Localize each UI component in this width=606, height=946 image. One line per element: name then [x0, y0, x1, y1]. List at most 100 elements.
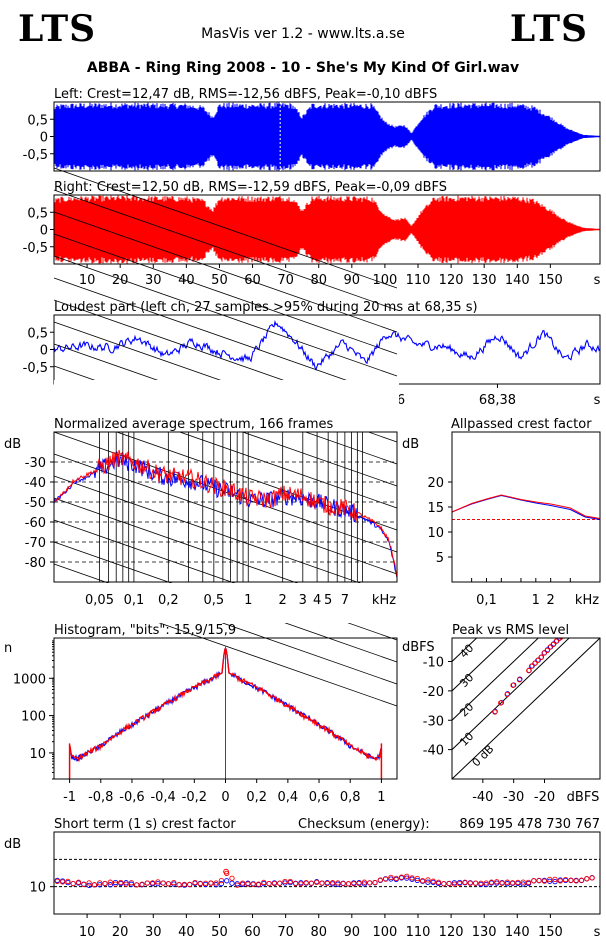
spectrum-ytick-label: -50 [25, 496, 46, 511]
short-term-crest-point-left [552, 878, 558, 885]
short-term-crest-point-right [213, 880, 219, 886]
short-term-crest-point-left [504, 881, 510, 887]
short-term-crest-xtick-label: 70 [277, 925, 294, 940]
peak-vs-rms-xunit: dBFS [567, 790, 600, 805]
short-term-crest-point-right [97, 880, 103, 886]
short-term-crest-point-right [446, 880, 452, 887]
loudest-part-signal [53, 319, 601, 371]
loudest-part-ytick-label: -0,5 [23, 361, 48, 376]
short-term-crest-point-right [250, 881, 256, 887]
peak-vs-rms-crest-line [452, 638, 478, 662]
peak-vs-rms-crest-line [452, 638, 509, 692]
loudest-part-title: Loudest part (left ch, 27 samples >95% d… [54, 300, 478, 315]
short-term-crest-xtick-label: 150 [538, 925, 563, 940]
short-term-crest-point-right [91, 882, 98, 888]
short-term-crest-point-right [65, 878, 71, 885]
histogram-xtick-label: 0,2 [246, 790, 267, 805]
short-term-crest-point-right [239, 880, 246, 886]
short-term-crest-point-left [282, 880, 288, 886]
histogram-xtick-label: -1 [63, 790, 76, 805]
spectrum-slope-line [53, 233, 398, 355]
peak-vs-rms-crest-label: 20 [457, 700, 476, 719]
short-term-crest-title: Short term (1 s) crest factor [54, 817, 236, 832]
peak-vs-rms-xtick-label: -30 [503, 790, 524, 805]
spectrum-xtick-label: 0,2 [158, 593, 179, 608]
app-title: MasVis ver 1.2 - www.lts.a.se [201, 26, 405, 42]
histogram-ytick-label: 100 [21, 710, 46, 725]
short-term-crest-xtick-label: 60 [244, 925, 261, 940]
allpassed-crest-ylabel: dB [402, 437, 419, 452]
spectrum-slope-line [53, 453, 398, 575]
short-term-crest-point-right [81, 881, 87, 888]
peak-vs-rms-crest-label: 10 [457, 730, 476, 749]
histogram-xtick-label: -0,8 [88, 790, 113, 805]
short-term-crest-point-right [118, 879, 124, 886]
short-term-crest-point-left [404, 875, 410, 881]
waveform-right-xtick-label: 20 [112, 273, 129, 288]
short-term-crest-point-right [277, 880, 283, 886]
histogram-title: Histogram, "bits": 15,9/15,9 [54, 623, 236, 638]
peak-vs-rms-crest-line [452, 638, 570, 750]
peak-vs-rms-ytick-label: -20 [423, 685, 444, 700]
short-term-crest-point-right [478, 880, 484, 886]
spectrum-title-overlay: Normalized average spectrum, 166 frames [54, 417, 333, 432]
short-term-crest-point-left [388, 876, 394, 882]
peak-vs-rms-ylabel: dBFS [402, 640, 435, 655]
waveform-left-signal [53, 102, 601, 171]
short-term-crest-point-right [112, 881, 119, 887]
waveform-right-xtick-label: 110 [406, 273, 431, 288]
spectrum-ytick-label: -80 [25, 556, 46, 571]
short-term-crest-point-right [319, 880, 325, 886]
short-term-crest-point-left [224, 878, 230, 884]
short-term-crest-point-right [488, 879, 495, 885]
spectrum-xtick-label: 0,05 [85, 593, 114, 608]
peak-vs-rms-ytick-label: -30 [423, 714, 444, 729]
short-term-crest-point-left [218, 880, 225, 887]
short-term-crest-point-left [107, 882, 113, 888]
peak-vs-rms-point-right [528, 663, 535, 669]
histogram-xtick-label: 0,4 [278, 790, 299, 805]
short-term-crest-point-right [255, 881, 262, 887]
short-term-crest-xtick-label: 90 [344, 925, 361, 940]
short-term-crest-point-right [515, 879, 521, 886]
spectrum-frame [53, 431, 398, 583]
short-term-crest-xtick-label: 40 [178, 925, 195, 940]
spectrum-xtick-label: 7 [341, 593, 349, 608]
spectrum-ytick-label: -70 [25, 536, 46, 551]
spectrum-ytick-label: -40 [25, 476, 46, 491]
short-term-crest-point-right [382, 876, 389, 882]
short-term-crest-point-right [462, 879, 468, 885]
peak-vs-rms-plot-area [452, 638, 600, 779]
peak-vs-rms-ytick-label: -40 [423, 744, 444, 759]
short-term-crest-point-right [218, 877, 225, 884]
short-term-crest-point-left [425, 879, 431, 885]
file-title: ABBA - Ring Ring 2008 - 10 - She's My Ki… [86, 60, 520, 76]
short-term-crest-point-left [86, 882, 92, 889]
short-term-crest-point-right [59, 879, 66, 885]
short-term-crest-point-left [547, 878, 553, 884]
short-term-crest-ytick-label: 10 [29, 881, 46, 896]
spectrum-slope-line [53, 277, 398, 399]
short-term-crest-point-right [202, 880, 209, 886]
short-term-crest-xtick-label: 110 [406, 925, 431, 940]
waveform-right-title: Right: Crest=12,50 dB, RMS=-12,59 dBFS, … [54, 180, 447, 195]
allpassed-crest-frame [451, 431, 601, 583]
short-term-crest-xtick-label: 20 [112, 925, 129, 940]
peak-vs-rms-ytick-label: -10 [423, 656, 444, 671]
short-term-crest-point-right [187, 881, 193, 888]
short-term-crest-point-right [457, 880, 463, 887]
allpassed-crest-ytick-label: 5 [436, 551, 444, 566]
short-term-crest-frame [53, 831, 601, 915]
short-term-crest-point-right [568, 877, 574, 883]
short-term-crest-point-right [139, 881, 145, 887]
spectrum-xtick-label: 0,5 [203, 593, 224, 608]
spectrum-ytick-label: -30 [25, 456, 46, 471]
short-term-crest-point-right [435, 879, 442, 885]
waveform-left-title: Left: Crest=12,47 dB, RMS=-12,56 dBFS, P… [54, 87, 437, 102]
histogram-ytick-label: 10 [29, 747, 46, 762]
histogram-xtick-label: -0,4 [150, 790, 175, 805]
allpassed-crest-ytick-label: 20 [427, 476, 444, 491]
short-term-crest-point-right [292, 880, 299, 887]
waveform-right-xtick-label: 150 [538, 273, 563, 288]
short-term-crest-point-right [271, 880, 278, 887]
